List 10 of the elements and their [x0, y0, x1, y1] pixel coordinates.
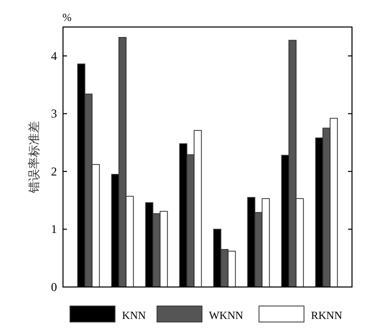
y-tick-label: 2: [51, 164, 57, 178]
legend-label: KNN: [122, 310, 146, 322]
y-tick-label: 4: [51, 48, 57, 63]
y-tick-label: 3: [51, 106, 57, 121]
y-axis-title: 错误率标准差: [27, 121, 41, 194]
y-tick-label: 1: [51, 222, 57, 236]
y-tick-label: 0: [51, 280, 57, 294]
text: %: [62, 12, 72, 24]
legend-label: WKNN: [209, 310, 244, 322]
legend-label: RKNN: [311, 310, 342, 322]
